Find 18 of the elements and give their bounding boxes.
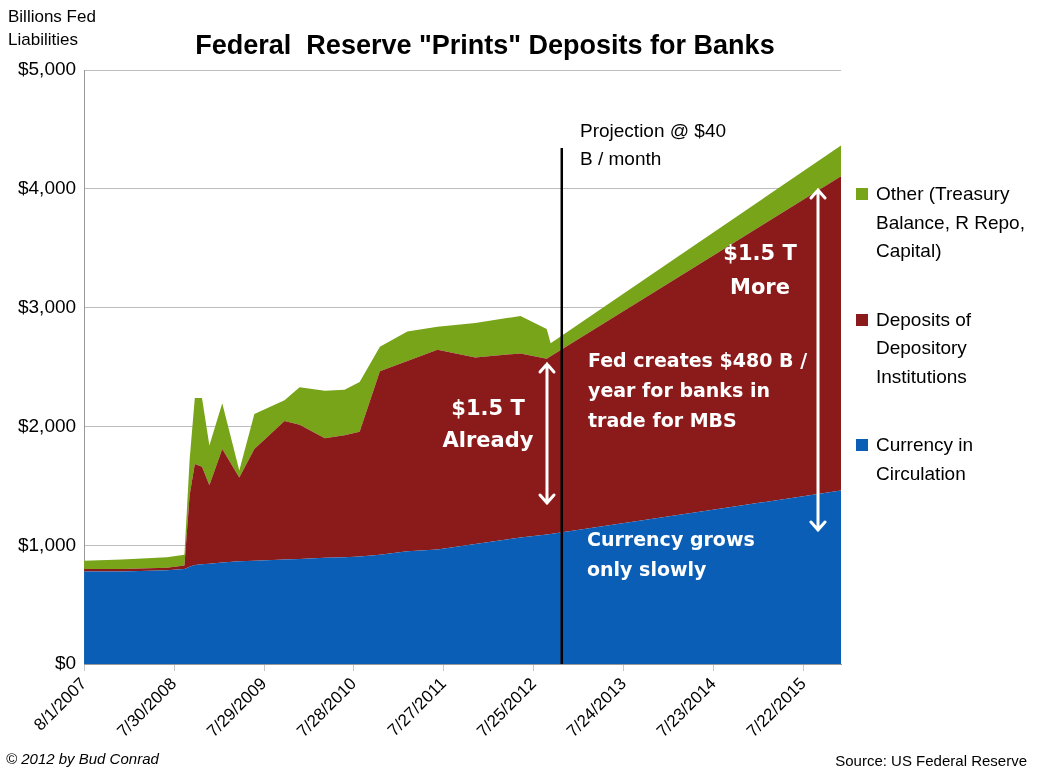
y-tick-label: $1,000	[17, 533, 77, 555]
legend-label: Other (Treasury Balance, R Repo, Capital)	[876, 182, 1026, 263]
y-tick-label: $5,000	[17, 58, 77, 80]
text: © 2012 by Bud Conrad	[6, 750, 159, 767]
legend-label: Currency in Circulation	[876, 433, 975, 486]
annotation: Currency grows only slowly	[587, 527, 755, 580]
legend-label: Deposits of Depository Institutions	[876, 307, 973, 389]
y-tick-label: $4,000	[17, 177, 77, 199]
y-axis-title: Billions Fed Liabilities	[8, 6, 96, 51]
chart-title: Federal Reserve "Prints" Deposits for Banks	[194, 30, 776, 61]
annotation: $1.5 T More	[723, 241, 798, 300]
annotation: $1.5 T Already	[442, 396, 534, 453]
annotation: Projection @ $40 B / month	[580, 120, 727, 170]
source-note: Source: US Federal Reserve	[835, 752, 1027, 769]
y-tick-label: $3,000	[17, 295, 77, 317]
y-tick-label: $2,000	[17, 414, 77, 436]
annotation: Fed creates $480 B / year for banks in trade for MBS	[588, 348, 808, 431]
y-tick-label: $0	[54, 652, 77, 674]
